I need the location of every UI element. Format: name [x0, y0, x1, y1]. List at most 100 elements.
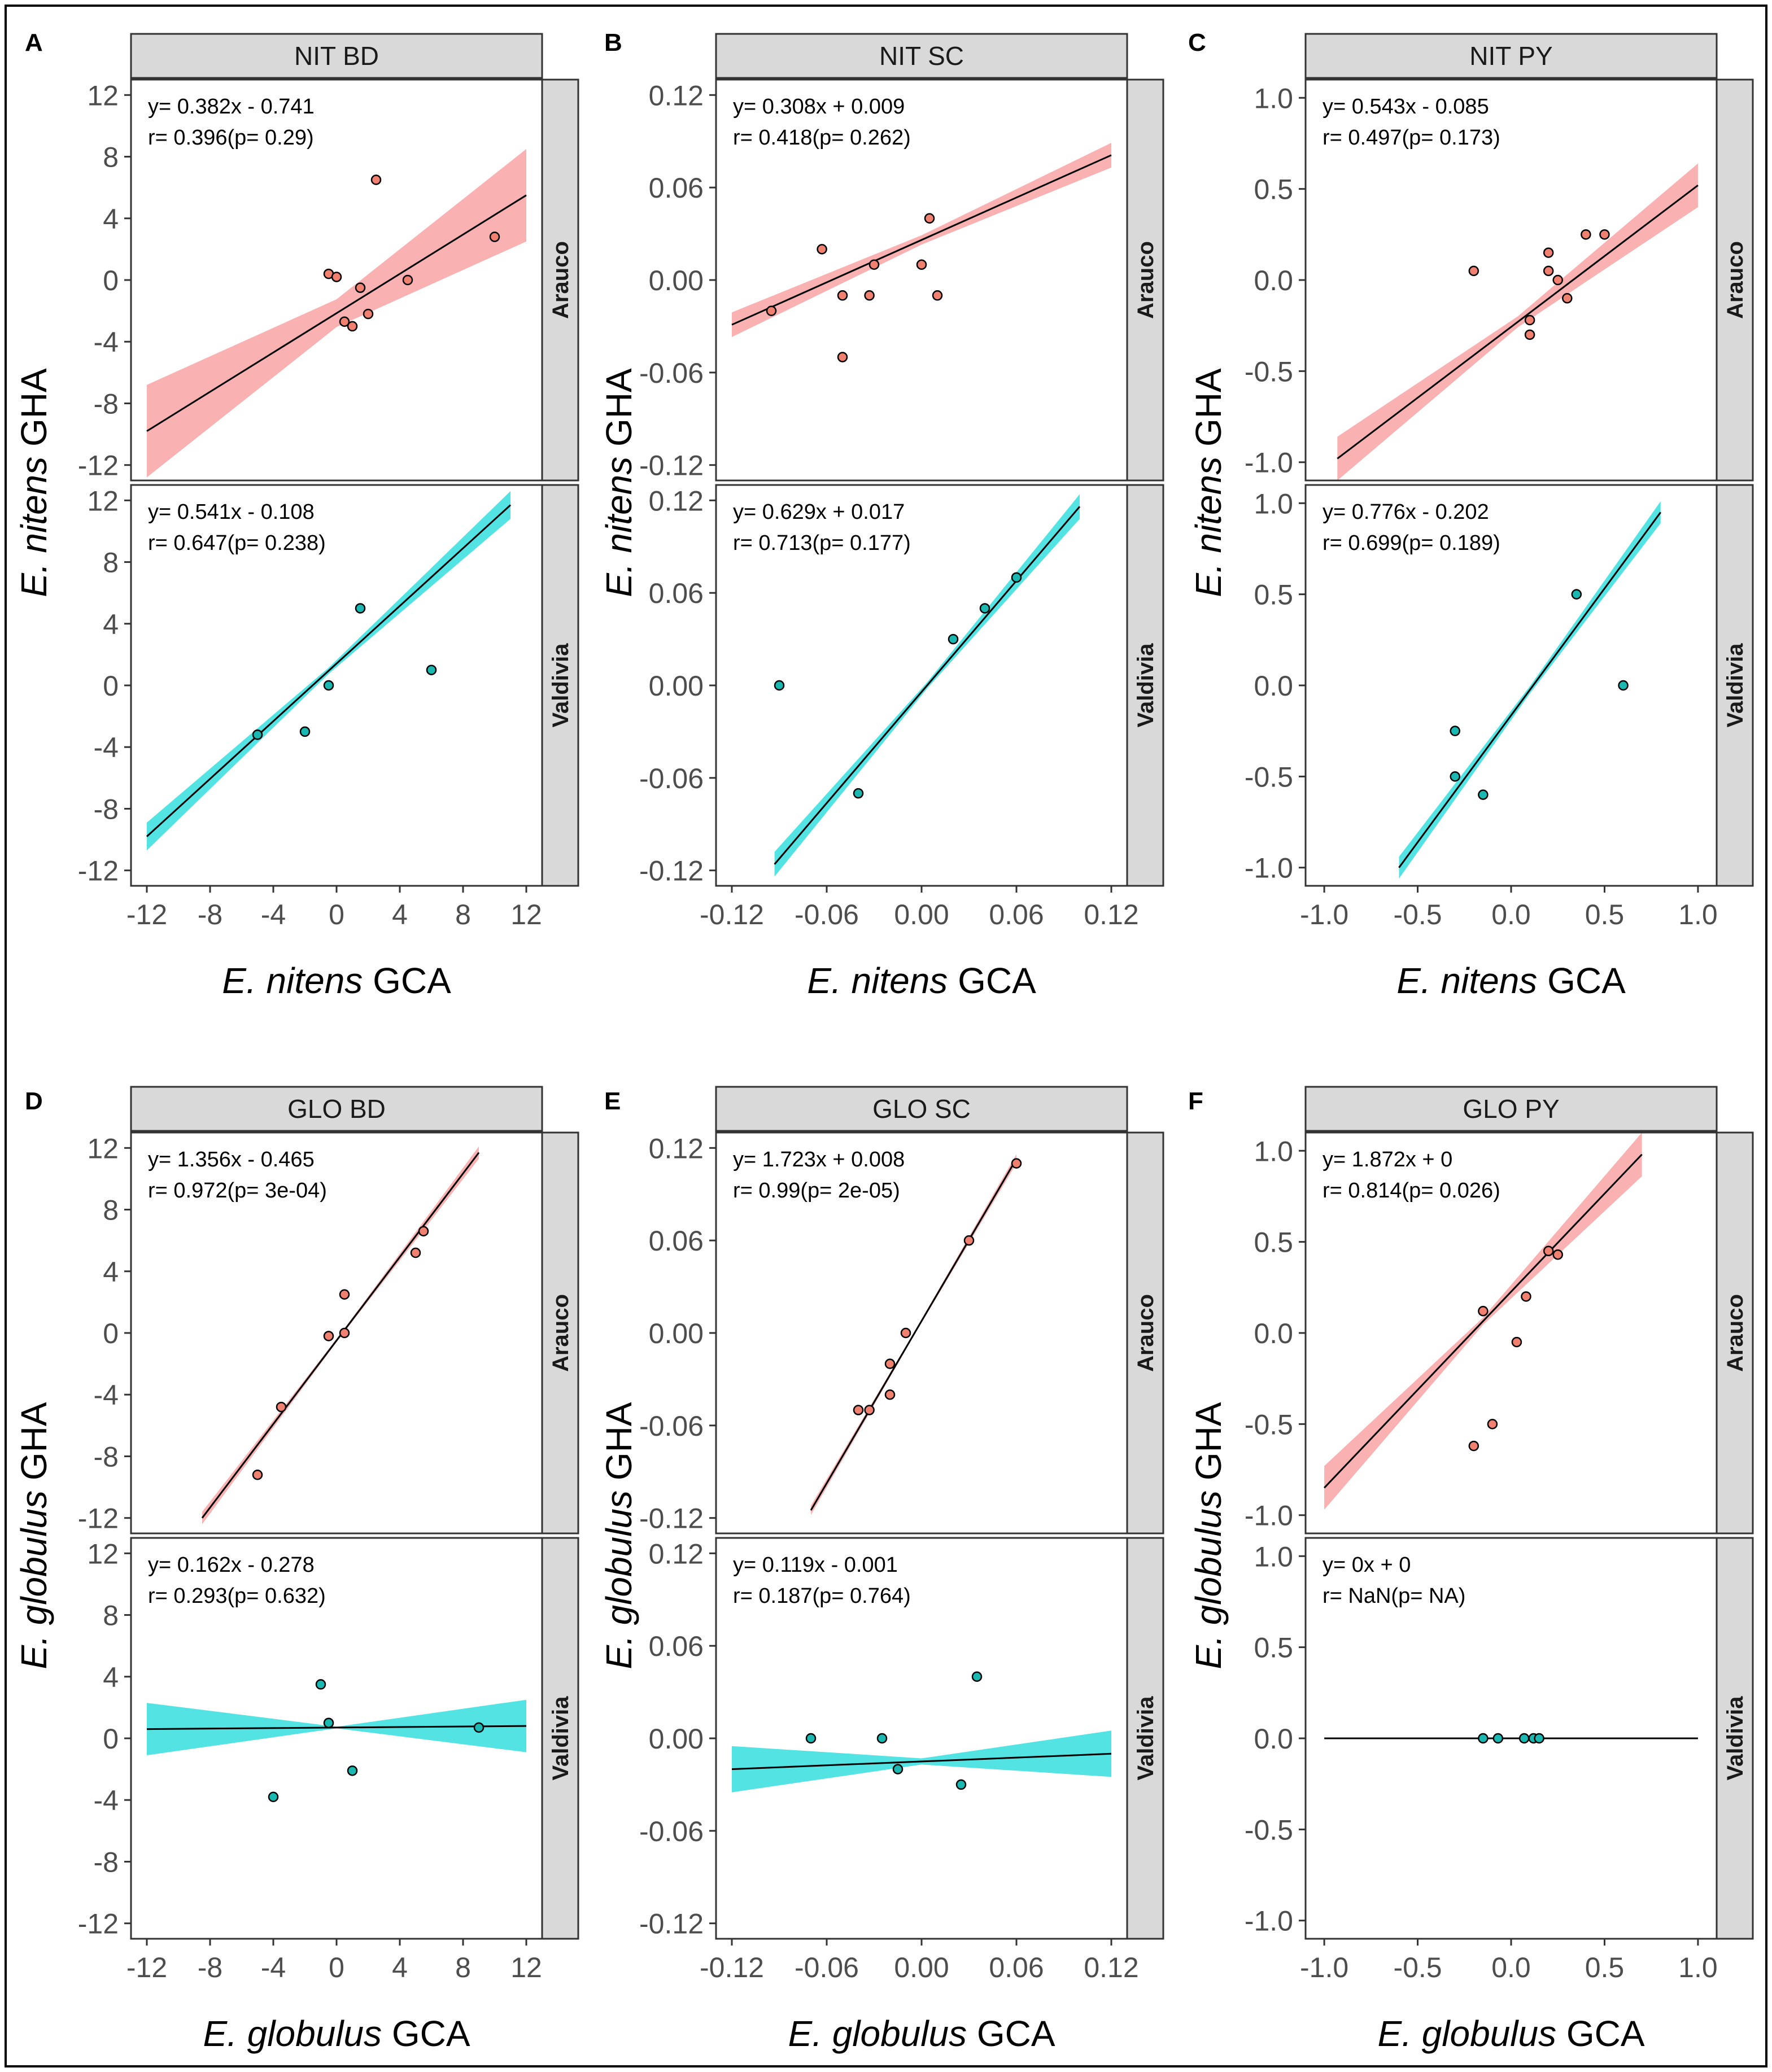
y-tick-label: -0.5	[1245, 1409, 1293, 1440]
data-point	[932, 290, 943, 301]
y-tick-label: 8	[103, 547, 119, 579]
y-tick-label: 1.0	[1254, 1135, 1293, 1167]
y-tick-label: -0.12	[639, 450, 704, 482]
facet-strip	[541, 1131, 579, 1535]
x-tick-label: 8	[455, 899, 471, 930]
facet-valdivia: y= 0.119x - 0.001 r= 0.187(p= 0.764) -0.12…	[639, 1537, 1164, 2054]
facet-label: Arauco	[548, 241, 573, 319]
x-tick-label: 0	[329, 899, 344, 930]
y-tick-label: 0.5	[1254, 174, 1293, 206]
facet-label: Arauco	[1723, 241, 1748, 319]
data-point	[489, 231, 500, 242]
figure-frame	[5, 5, 1767, 2067]
x-tick-label: 0	[329, 1952, 344, 1983]
correlation-label: r= 0.396(p= 0.29)	[148, 126, 314, 150]
facet-arauco: y= 0.308x + 0.009 r= 0.418(p= 0.262) -0.12…	[639, 78, 1164, 482]
y-axis-title: E. globulus GHA	[599, 1402, 639, 1669]
x-tick-label: -4	[261, 1952, 286, 1983]
x-tick-label: -1.0	[1300, 1952, 1348, 1983]
plot-area	[131, 1133, 542, 1533]
data-point	[1521, 1291, 1531, 1302]
data-point	[347, 321, 358, 332]
facet-strip	[541, 78, 579, 482]
facet-strip	[1126, 78, 1164, 482]
panel-title: GLO PY	[1463, 1094, 1559, 1124]
data-point	[1599, 229, 1610, 240]
y-tick-label: -4	[94, 326, 119, 358]
data-point	[876, 1733, 888, 1744]
panel-title: NIT PY	[1469, 41, 1552, 71]
regression-equation: y= 0.119x - 0.001	[733, 1553, 898, 1577]
x-tick-label: 0.5	[1585, 899, 1625, 930]
regression-equation: y= 0.543x - 0.085	[1323, 95, 1489, 119]
y-tick-label: 1.0	[1254, 1541, 1293, 1572]
x-tick-label: 0.06	[989, 1952, 1044, 1983]
regression-equation: y= 1.356x - 0.465	[148, 1148, 315, 1171]
panel-letter: C	[1188, 29, 1206, 56]
data-point	[339, 1327, 350, 1339]
x-tick-label: -0.06	[795, 899, 859, 930]
correlation-label: r= NaN(p= NA)	[1323, 1584, 1465, 1608]
data-point	[1478, 789, 1489, 800]
x-tick-label: -12	[126, 899, 167, 930]
y-tick-label: 0.5	[1254, 1227, 1293, 1258]
data-point	[1450, 725, 1460, 736]
facet-valdivia: y= 0.162x - 0.278 r= 0.293(p= 0.632) -12 -8…	[78, 1537, 579, 2054]
facet-strip	[1126, 1537, 1164, 1940]
y-tick-label: 0.12	[649, 80, 704, 111]
y-tick-label: -0.12	[639, 1503, 704, 1535]
data-point	[252, 729, 263, 740]
panel-letter: B	[604, 29, 622, 56]
data-point	[363, 308, 374, 320]
panel-letter: D	[25, 1087, 43, 1115]
facet-arauco: y= 1.723x + 0.008 r= 0.99(p= 2e-05) -0.12 -…	[639, 1131, 1164, 1535]
facet-label: Arauco	[1133, 1294, 1158, 1372]
data-point	[355, 282, 366, 293]
panel-F: F GLO PY y= 1.872x + 0 r= 0.814(p= 0.026) -1…	[1188, 1086, 1754, 2054]
regression-line	[731, 1752, 1112, 1771]
y-tick-label: 0.06	[649, 1225, 704, 1257]
x-tick-label: -0.5	[1393, 899, 1442, 930]
data-point	[868, 259, 880, 270]
data-point	[1618, 680, 1629, 691]
y-tick-label: -1.0	[1245, 447, 1293, 479]
correlation-label: r= 0.418(p= 0.262)	[733, 126, 911, 150]
facet-strip	[1716, 78, 1754, 482]
data-point	[1011, 572, 1022, 583]
y-tick-label: 0.12	[649, 1538, 704, 1570]
data-point	[402, 274, 413, 286]
y-tick-label: 12	[87, 1538, 119, 1570]
y-tick-label: 0	[103, 1723, 119, 1755]
y-tick-label: -0.5	[1245, 761, 1293, 793]
plot-area	[131, 485, 542, 886]
y-tick-label: 8	[103, 1600, 119, 1632]
data-point	[1543, 1245, 1554, 1257]
facet-label: Valdivia	[1133, 1696, 1158, 1781]
data-point	[884, 1389, 896, 1400]
data-point	[884, 1358, 896, 1369]
y-axis-title: E. globulus GHA	[1188, 1402, 1229, 1669]
x-tick-label: -0.5	[1393, 1952, 1442, 1983]
data-point	[323, 1717, 334, 1728]
y-tick-label: 8	[103, 142, 119, 173]
correlation-label: r= 0.99(p= 2e-05)	[733, 1179, 900, 1203]
x-tick-label: -0.06	[795, 1952, 859, 1983]
y-tick-label: 0.00	[649, 1723, 704, 1755]
facet-label: Arauco	[1723, 1294, 1748, 1372]
y-tick-label: 0.00	[649, 670, 704, 702]
data-point	[339, 316, 350, 327]
correlation-label: r= 0.647(p= 0.238)	[148, 531, 326, 555]
title-strip	[715, 33, 1128, 79]
regression-line	[810, 1158, 1018, 1511]
y-tick-label: -8	[94, 793, 119, 825]
data-point	[900, 1327, 911, 1339]
data-point	[1478, 1306, 1489, 1317]
x-tick-label: 4	[392, 1952, 408, 1983]
regression-equation: y= 0.308x + 0.009	[733, 95, 905, 119]
regression-line	[1324, 1153, 1643, 1489]
x-axis-title: E. globulus GCA	[1377, 2013, 1644, 2054]
correlation-label: r= 0.293(p= 0.632)	[148, 1584, 326, 1608]
data-point	[252, 1469, 263, 1480]
